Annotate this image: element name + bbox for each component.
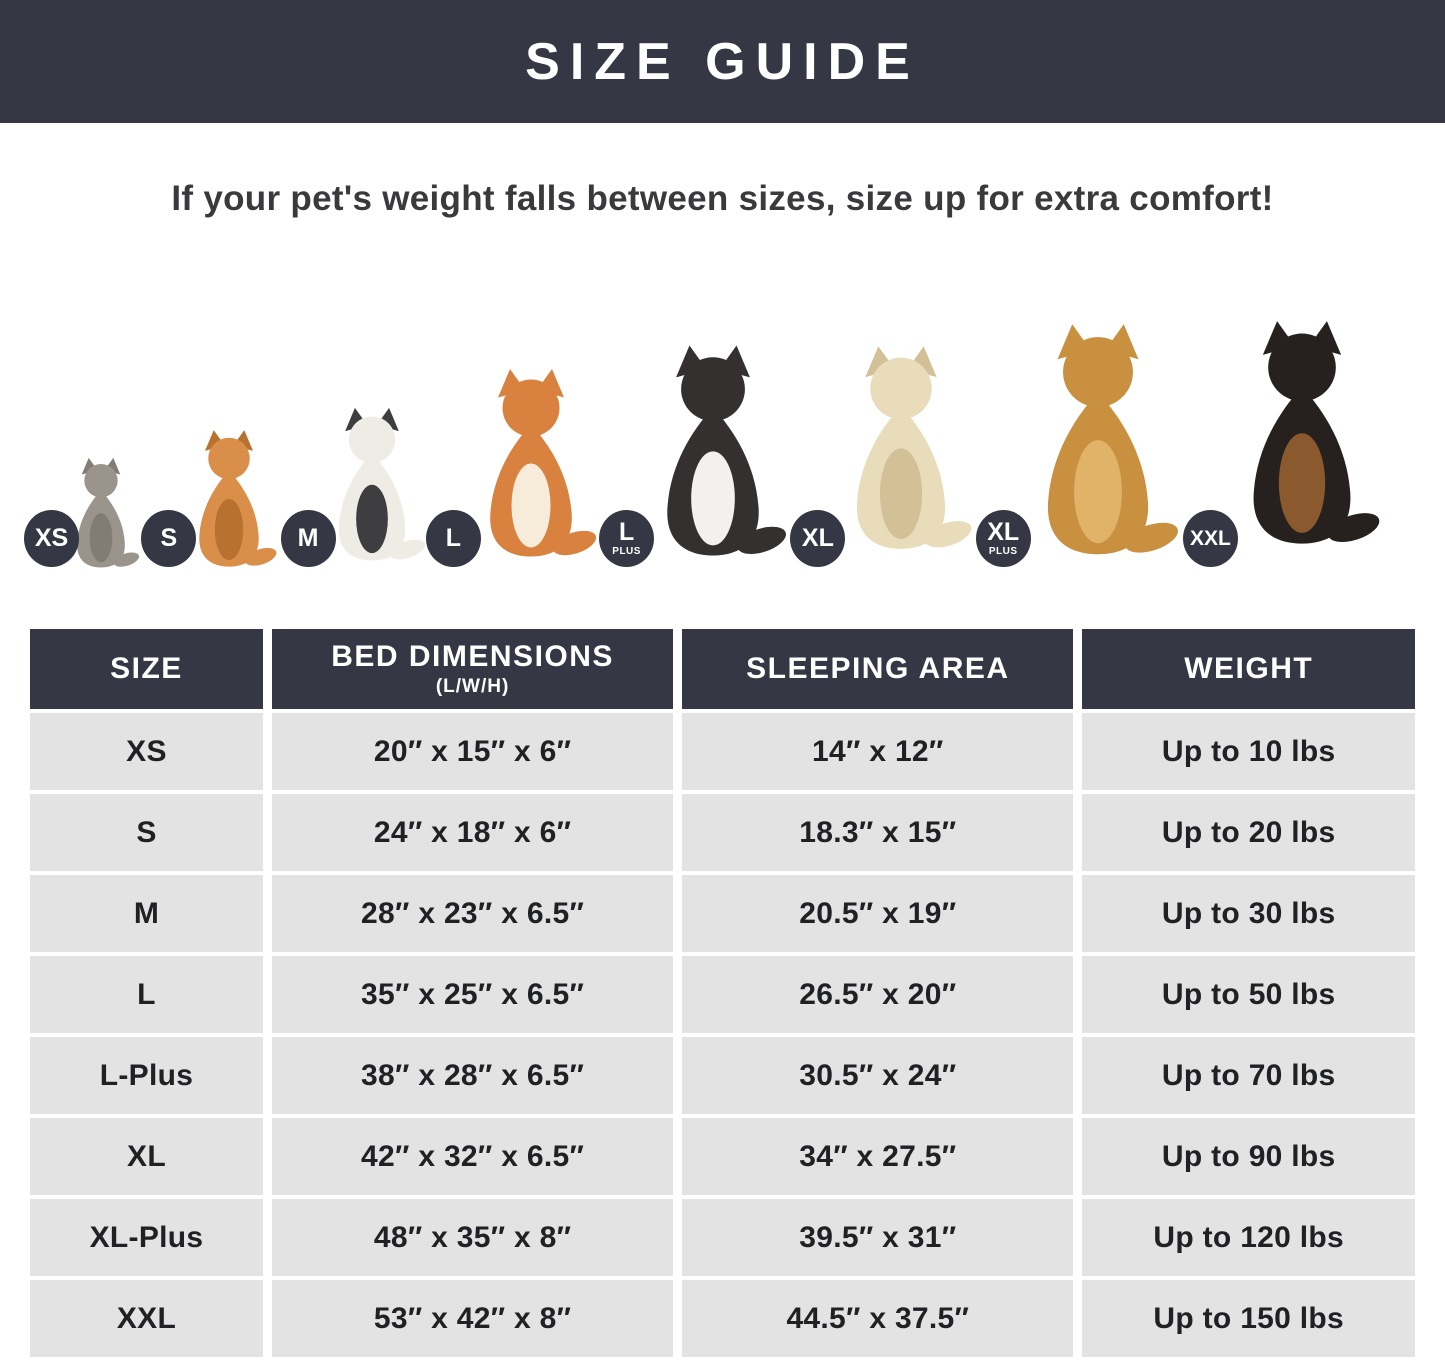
badge-label: XL <box>987 518 1020 546</box>
cell-sleeping-area: 44.5″ x 37.5″ <box>682 1280 1074 1357</box>
size-badge-l: L <box>425 510 481 567</box>
badge-label: M <box>297 524 319 552</box>
cell-size: XXL <box>30 1280 263 1357</box>
cell-weight: Up to 70 lbs <box>1082 1037 1415 1114</box>
cell-size: XS <box>30 713 263 790</box>
size-badge-xl-plus: XL PLUS <box>975 510 1031 567</box>
cell-sleeping-area: 34″ x 27.5″ <box>682 1118 1074 1195</box>
subtitle-text: If your pet's weight falls between sizes… <box>171 179 1274 218</box>
size-guide-banner: SIZE GUIDE <box>0 0 1445 123</box>
french-bulldog-image <box>338 407 425 561</box>
pet-figure-l-plus: L PLUS <box>599 335 797 571</box>
cell-bed-dimensions: 53″ x 42″ x 8″ <box>271 1280 674 1357</box>
badge-label: XXL <box>1190 527 1231 550</box>
badge-sub-label: PLUS <box>612 546 641 557</box>
golden-retriever-image <box>1047 324 1178 555</box>
column-label: BED DIMENSIONS <box>331 640 614 673</box>
cell-sleeping-area: 18.3″ x 15″ <box>682 794 1074 871</box>
badge-label: S <box>160 524 178 552</box>
cell-size: XL <box>30 1118 263 1195</box>
cell-bed-dimensions: 24″ x 18″ x 6″ <box>271 794 674 871</box>
cell-weight: Up to 50 lbs <box>1082 956 1415 1033</box>
cell-size: XL-Plus <box>30 1199 263 1276</box>
column-header-sleeping-area: SLEEPING AREA <box>682 629 1074 709</box>
column-label: SLEEPING AREA <box>746 652 1010 685</box>
cell-weight: Up to 90 lbs <box>1082 1118 1415 1195</box>
cell-bed-dimensions: 42″ x 32″ x 6.5″ <box>271 1118 674 1195</box>
badge-sub-label: PLUS <box>988 546 1018 557</box>
cell-size: L-Plus <box>30 1037 263 1114</box>
border-collie-image <box>667 345 787 556</box>
cell-size: L <box>30 956 263 1033</box>
badge-label: L <box>445 524 461 552</box>
cell-weight: Up to 10 lbs <box>1082 713 1415 790</box>
size-badge-s: S <box>141 510 197 567</box>
pet-figure-m: M <box>280 401 433 571</box>
cell-bed-dimensions: 48″ x 35″ x 8″ <box>271 1199 674 1276</box>
pomeranian-image <box>199 430 277 567</box>
column-sub-label: (L/W/H) <box>435 676 510 697</box>
badge-label: XS <box>34 524 69 552</box>
size-badge-xxl: XXL <box>1182 510 1238 567</box>
size-badge-xl: XL <box>790 510 846 567</box>
cell-bed-dimensions: 35″ x 25″ x 6.5″ <box>271 956 674 1033</box>
pet-figure-xl-plus: XL PLUS <box>975 313 1190 571</box>
pet-figure-s: S <box>141 429 287 571</box>
pet-figure-l: L <box>425 359 606 571</box>
cell-size: S <box>30 794 263 871</box>
cell-sleeping-area: 26.5″ x 20″ <box>682 956 1074 1033</box>
doberman-image <box>1253 321 1380 544</box>
column-label: SIZE <box>110 652 183 685</box>
cell-weight: Up to 20 lbs <box>1082 794 1415 871</box>
column-label: WEIGHT <box>1184 652 1314 685</box>
shiba-inu-image <box>490 369 596 557</box>
cell-bed-dimensions: 20″ x 15″ x 6″ <box>271 713 674 790</box>
column-header-size: SIZE <box>30 629 263 709</box>
size-table: SIZE BED DIMENSIONS (L/W/H) SLEEPING ARE… <box>30 629 1415 1357</box>
cell-bed-dimensions: 28″ x 23″ x 6.5″ <box>271 875 674 952</box>
size-badge-m: M <box>280 510 336 567</box>
cell-sleeping-area: 30.5″ x 24″ <box>682 1037 1074 1114</box>
labrador-image <box>857 346 972 549</box>
column-header-bed-dimensions: BED DIMENSIONS (L/W/H) <box>271 629 674 709</box>
cell-weight: Up to 120 lbs <box>1082 1199 1415 1276</box>
page-title: SIZE GUIDE <box>525 32 920 91</box>
cell-sleeping-area: 14″ x 12″ <box>682 713 1074 790</box>
cell-weight: Up to 150 lbs <box>1082 1280 1415 1357</box>
cell-bed-dimensions: 38″ x 28″ x 6.5″ <box>271 1037 674 1114</box>
cell-sleeping-area: 39.5″ x 31″ <box>682 1199 1074 1276</box>
pet-figure-xs: XS <box>24 457 148 571</box>
pet-figure-xxl: XXL <box>1182 299 1391 571</box>
cell-sleeping-area: 20.5″ x 19″ <box>682 875 1074 952</box>
size-badge-xs: XS <box>24 510 79 567</box>
badge-label: L <box>618 518 635 546</box>
cell-weight: Up to 30 lbs <box>1082 875 1415 952</box>
pet-figure-xl: XL <box>790 329 982 571</box>
cell-size: M <box>30 875 263 952</box>
pets-row: XS S M L <box>0 279 1445 571</box>
size-badge-l-plus: L PLUS <box>599 510 655 567</box>
column-header-weight: WEIGHT <box>1082 629 1415 709</box>
badge-label: XL <box>801 524 834 552</box>
cat-image <box>77 457 140 568</box>
